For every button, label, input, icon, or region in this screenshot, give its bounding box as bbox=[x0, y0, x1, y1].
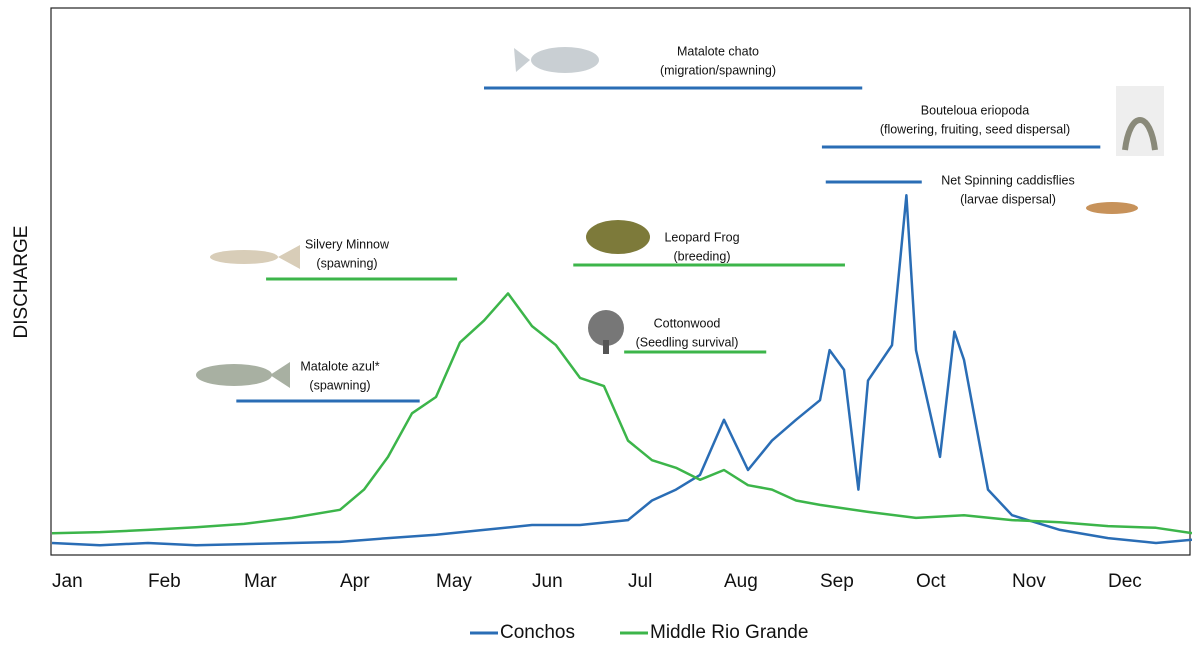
period-name: Cottonwood bbox=[654, 316, 721, 330]
frog-icon bbox=[586, 220, 650, 254]
fish-icon bbox=[514, 48, 530, 72]
fish-icon bbox=[196, 364, 272, 386]
fish-icon bbox=[278, 245, 300, 269]
tree-icon bbox=[603, 340, 609, 354]
period-name: Bouteloua eriopoda bbox=[921, 103, 1029, 117]
fish-icon bbox=[270, 362, 290, 388]
period-detail: (spawning) bbox=[309, 378, 370, 392]
x-tick-label: Jan bbox=[52, 571, 83, 592]
x-tick-label: Apr bbox=[340, 571, 370, 592]
period-detail: (migration/spawning) bbox=[660, 63, 776, 77]
legend: Conchos Middle Rio Grande bbox=[470, 622, 808, 643]
x-tick-label: Nov bbox=[1012, 571, 1046, 592]
x-tick-label: Jul bbox=[628, 571, 652, 592]
series-line bbox=[51, 194, 1192, 547]
insect-icon bbox=[1086, 202, 1138, 214]
period-detail: (Seedling survival) bbox=[636, 335, 739, 349]
x-tick-label: Oct bbox=[916, 571, 946, 592]
period-name: Silvery Minnow bbox=[305, 237, 390, 251]
x-tick-label: Feb bbox=[148, 571, 181, 592]
x-tick-label: Sep bbox=[820, 571, 854, 592]
x-tick-label: Dec bbox=[1108, 571, 1142, 592]
period-detail: (breeding) bbox=[674, 249, 731, 263]
plot-frame bbox=[50, 7, 1191, 556]
period-detail: (larvae dispersal) bbox=[960, 192, 1056, 206]
grass-icon bbox=[1122, 117, 1158, 151]
legend-label: Conchos bbox=[500, 622, 575, 643]
x-tick-label: Jun bbox=[532, 571, 563, 592]
species-icons bbox=[196, 47, 1164, 388]
x-tick-label: Aug bbox=[724, 571, 758, 592]
period-name: Net Spinning caddisflies bbox=[941, 173, 1074, 187]
x-tick-label: May bbox=[436, 571, 472, 592]
legend-label: Middle Rio Grande bbox=[650, 622, 808, 643]
tree-icon bbox=[588, 310, 624, 346]
period-name: Matalote chato bbox=[677, 44, 759, 58]
fish-icon bbox=[531, 47, 599, 73]
period-name: Matalote azul* bbox=[300, 359, 379, 373]
period-detail: (flowering, fruiting, seed dispersal) bbox=[880, 122, 1070, 136]
x-tick-label: Mar bbox=[244, 571, 277, 592]
period-detail: (spawning) bbox=[316, 256, 377, 270]
period-name: Leopard Frog bbox=[664, 230, 739, 244]
y-axis-label: DISCHARGE bbox=[11, 226, 32, 339]
fish-icon bbox=[210, 250, 278, 264]
series-line bbox=[51, 292, 1192, 535]
